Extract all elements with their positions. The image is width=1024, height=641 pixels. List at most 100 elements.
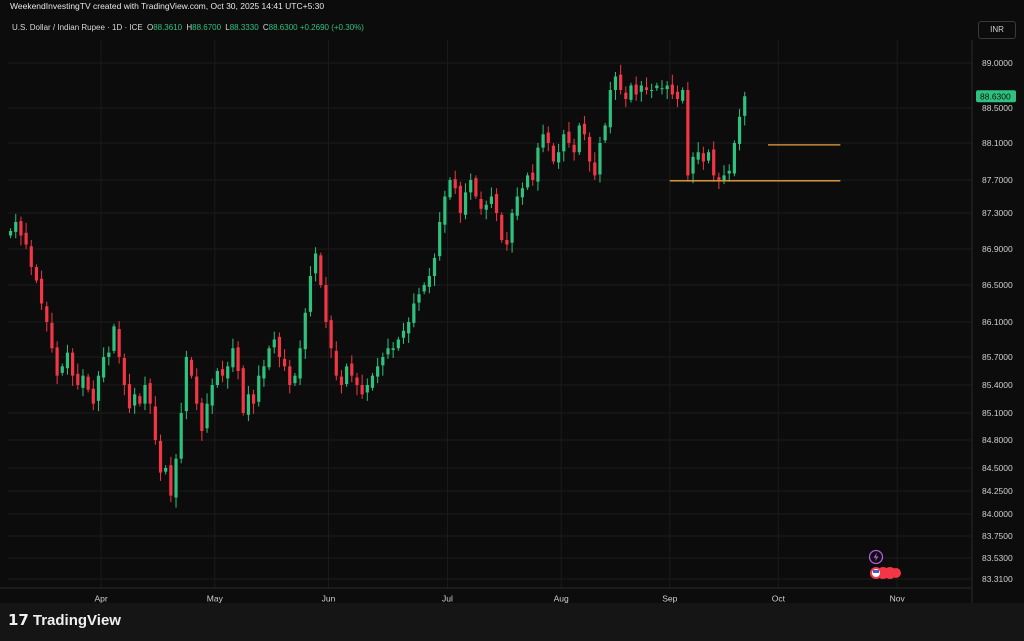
- candle-body: [360, 385, 364, 395]
- attribution-text: WeekendInvestingTV created with TradingV…: [10, 1, 325, 11]
- high-value: 88.6700: [192, 23, 222, 32]
- candle-body: [541, 134, 545, 148]
- y-tick-label: 84.2500: [982, 486, 1013, 496]
- candle-body: [174, 458, 178, 498]
- candle-body: [138, 396, 142, 404]
- candle-body: [14, 222, 18, 232]
- candle-body: [303, 312, 307, 350]
- candle-body: [153, 406, 157, 440]
- y-tick-label: 89.0000: [982, 58, 1013, 68]
- candle-body: [743, 96, 747, 116]
- candle-body: [293, 375, 297, 384]
- candle-body: [127, 384, 132, 409]
- candle-body: [443, 196, 447, 225]
- candle-body: [629, 85, 633, 100]
- tradingview-brand: TradingView: [32, 612, 121, 629]
- events-flags-icon[interactable]: [868, 566, 902, 580]
- candle-body: [60, 366, 64, 373]
- open-label: O: [146, 23, 154, 32]
- candle-body: [401, 330, 406, 338]
- x-tick-label: Jun: [322, 593, 336, 603]
- candle-body: [277, 336, 282, 357]
- candle-body: [675, 91, 680, 99]
- candle-body: [686, 90, 690, 176]
- lightning-icon[interactable]: [868, 549, 884, 565]
- candle-body: [71, 352, 75, 376]
- candle-body: [262, 366, 266, 379]
- close-label: C: [262, 23, 269, 32]
- y-tick-label: 84.5000: [982, 463, 1013, 473]
- x-tick-label: May: [207, 593, 224, 603]
- y-tick-label: 85.1000: [982, 408, 1013, 418]
- x-tick-label: Oct: [772, 593, 786, 603]
- candle-body: [86, 376, 90, 390]
- candle-body: [546, 132, 550, 143]
- candle-body: [355, 377, 359, 385]
- candle-body: [298, 348, 302, 379]
- candle-body: [505, 240, 509, 245]
- candle-body: [81, 375, 85, 388]
- last-price-badge: [976, 90, 1016, 103]
- x-tick-label: Jul: [442, 593, 453, 603]
- low-label: L: [225, 23, 230, 32]
- candle-body: [91, 388, 95, 404]
- candle-body: [510, 213, 514, 243]
- candle-body: [241, 368, 245, 413]
- y-tick-label: 86.1000: [982, 317, 1013, 327]
- candle-body: [458, 185, 462, 213]
- y-tick-label: 83.7500: [982, 531, 1013, 541]
- candle-body: [562, 134, 566, 152]
- candle-body: [365, 385, 369, 393]
- candle-body: [391, 348, 395, 350]
- y-tick-label: 88.1000: [982, 138, 1013, 148]
- currency-button[interactable]: INR: [978, 21, 1016, 39]
- candle-body: [288, 366, 292, 385]
- candle-body: [257, 375, 261, 402]
- candle-body: [412, 303, 416, 323]
- last-price-label: 88.6300: [980, 91, 1011, 101]
- candle-body: [158, 440, 163, 473]
- candle-body: [324, 285, 328, 322]
- candle-body: [210, 385, 214, 406]
- x-tick-label: Nov: [890, 593, 906, 603]
- candle-body: [50, 322, 54, 349]
- candle-body: [737, 116, 742, 144]
- candle-body: [722, 175, 726, 180]
- symbol-title: U.S. Dollar / Indian Rupee · 1D · ICE: [12, 23, 143, 32]
- y-tick-label: 84.8000: [982, 435, 1013, 445]
- candle-body: [65, 352, 70, 369]
- candle-body: [427, 276, 431, 287]
- candle-body: [396, 339, 400, 349]
- y-tick-label: 87.7000: [982, 175, 1013, 185]
- candle-body: [650, 90, 654, 91]
- candle-body: [432, 258, 437, 276]
- candle-body: [691, 156, 695, 174]
- tradingview-logo[interactable]: 𝟭𝟳 TradingView: [8, 611, 121, 629]
- candle-body: [422, 285, 426, 292]
- candle-body: [469, 180, 473, 193]
- close-value: 88.6300: [268, 23, 298, 32]
- candle-body: [489, 196, 493, 204]
- y-tick-label: 86.9000: [982, 244, 1013, 254]
- candle-body: [329, 320, 333, 349]
- candle-body: [701, 153, 705, 162]
- candle-body: [45, 306, 49, 322]
- candle-body: [195, 376, 199, 404]
- candle-body: [107, 352, 111, 357]
- candle-body: [314, 253, 318, 274]
- low-value: 88.3330: [229, 23, 259, 32]
- high-label: H: [186, 23, 193, 32]
- candle-body: [732, 143, 736, 174]
- y-tick-label: 86.5000: [982, 280, 1013, 290]
- y-tick-label: 87.3000: [982, 208, 1013, 218]
- candle-body: [634, 84, 638, 95]
- candle-body: [34, 267, 39, 281]
- candle-body: [143, 385, 147, 404]
- candle-body: [220, 369, 225, 376]
- candle-body: [608, 90, 612, 128]
- candle-body: [448, 180, 452, 198]
- candle-body: [572, 144, 576, 153]
- x-tick-label: Sep: [662, 593, 677, 603]
- candle-body: [557, 152, 561, 163]
